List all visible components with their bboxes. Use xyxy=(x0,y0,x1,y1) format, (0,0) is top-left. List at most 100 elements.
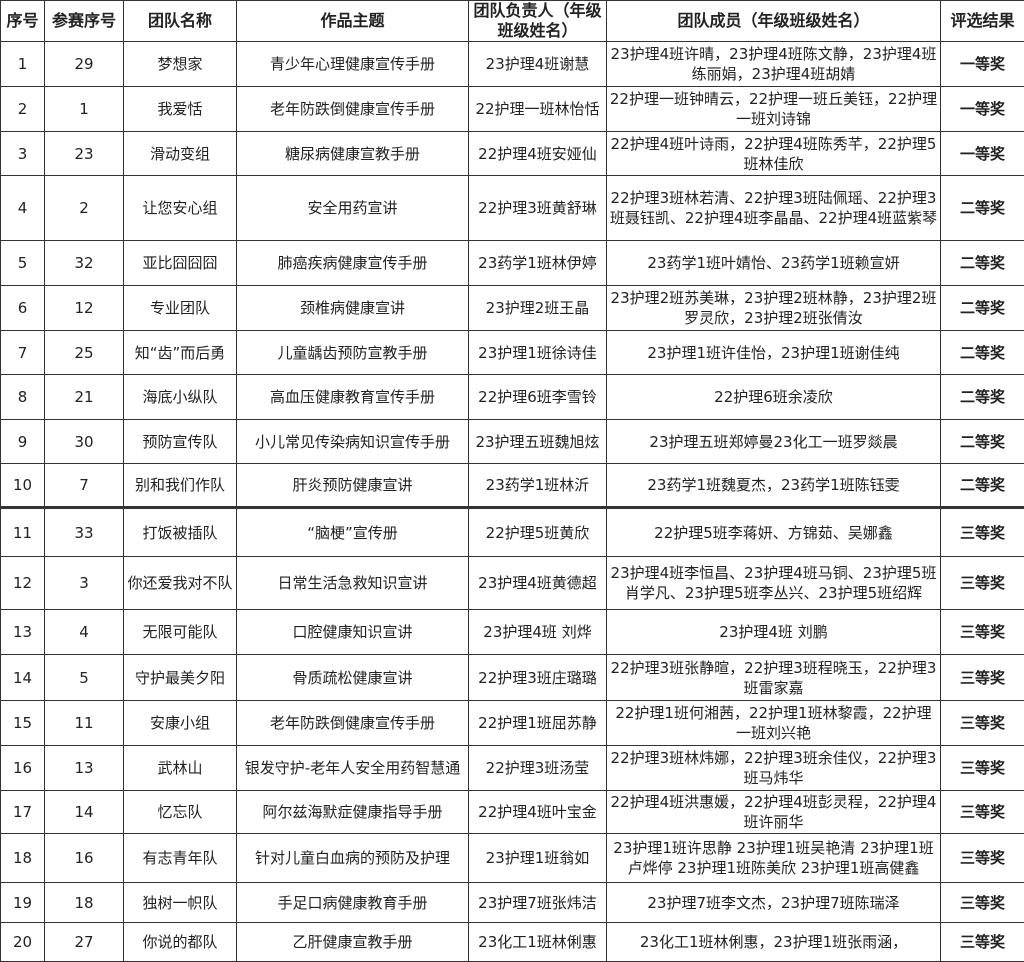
leader-cell: 23药学1班林伊婷 xyxy=(469,241,607,286)
members-cell: 23护理1班许佳怡，23护理1班谢佳纯 xyxy=(607,331,941,375)
topic-cell: 青少年心理健康宣传手册 xyxy=(237,42,469,87)
team-cell: 亚比囧囧囧 xyxy=(124,241,237,286)
team-cell: 梦想家 xyxy=(124,42,237,87)
topic-cell: 口腔健康知识宣讲 xyxy=(237,610,469,655)
topic-cell: “脑梗”宣传册 xyxy=(237,508,469,557)
leader-cell: 22护理4班叶宝金 xyxy=(469,791,607,834)
leader-cell: 23护理4班黄德超 xyxy=(469,557,607,610)
entry-cell: 16 xyxy=(45,834,124,883)
topic-cell: 小儿常见传染病知识宣传手册 xyxy=(237,420,469,464)
no-cell: 6 xyxy=(1,286,45,331)
members-cell: 23护理五班郑婷曼23化工一班罗燚晨 xyxy=(607,420,941,464)
topic-cell: 肝炎预防健康宣讲 xyxy=(237,464,469,508)
no-cell: 5 xyxy=(1,241,45,286)
entry-cell: 23 xyxy=(45,132,124,176)
members-cell: 23药学1班魏夏杰，23药学1班陈钰雯 xyxy=(607,464,941,508)
team-cell: 独树一帜队 xyxy=(124,883,237,923)
members-cell: 22护理6班余凌欣 xyxy=(607,375,941,420)
topic-cell: 糖尿病健康宣教手册 xyxy=(237,132,469,176)
result-cell: 二等奖 xyxy=(941,176,1024,241)
no-cell: 9 xyxy=(1,420,45,464)
leader-cell: 23药学1班林沂 xyxy=(469,464,607,508)
topic-cell: 乙肝健康宣教手册 xyxy=(237,923,469,962)
topic-cell: 安全用药宣讲 xyxy=(237,176,469,241)
no-cell: 18 xyxy=(1,834,45,883)
result-cell: 三等奖 xyxy=(941,701,1024,746)
result-cell: 三等奖 xyxy=(941,923,1024,962)
header-no: 序号 xyxy=(1,1,45,42)
no-cell: 15 xyxy=(1,701,45,746)
team-cell: 让您安心组 xyxy=(124,176,237,241)
leader-cell: 22护理5班黄欣 xyxy=(469,508,607,557)
no-cell: 14 xyxy=(1,655,45,701)
header-row: 序号 参赛序号 团队名称 作品主题 团队负责人（年级班级姓名） 团队成员（年级班… xyxy=(1,1,1024,42)
entry-cell: 21 xyxy=(45,375,124,420)
entry-cell: 25 xyxy=(45,331,124,375)
no-cell: 3 xyxy=(1,132,45,176)
team-cell: 预防宣传队 xyxy=(124,420,237,464)
topic-cell: 老年防跌倒健康宣传手册 xyxy=(237,701,469,746)
leader-cell: 23护理7班张炜洁 xyxy=(469,883,607,923)
no-cell: 11 xyxy=(1,508,45,557)
team-cell: 别和我们作队 xyxy=(124,464,237,508)
no-cell: 2 xyxy=(1,87,45,132)
members-cell: 22护理3班张静暄，22护理3班程晓玉，22护理3班雷家嘉 xyxy=(607,655,941,701)
team-cell: 专业团队 xyxy=(124,286,237,331)
team-cell: 知“齿”而后勇 xyxy=(124,331,237,375)
topic-cell: 手足口病健康教育手册 xyxy=(237,883,469,923)
entry-cell: 3 xyxy=(45,557,124,610)
entry-cell: 4 xyxy=(45,610,124,655)
result-cell: 三等奖 xyxy=(941,557,1024,610)
leader-cell: 23护理五班魏旭炫 xyxy=(469,420,607,464)
leader-cell: 23化工1班林俐惠 xyxy=(469,923,607,962)
result-cell: 三等奖 xyxy=(941,834,1024,883)
entry-cell: 32 xyxy=(45,241,124,286)
result-cell: 二等奖 xyxy=(941,420,1024,464)
result-cell: 一等奖 xyxy=(941,42,1024,87)
result-cell: 二等奖 xyxy=(941,464,1024,508)
entry-cell: 2 xyxy=(45,176,124,241)
leader-cell: 22护理4班安娅仙 xyxy=(469,132,607,176)
leader-cell: 23护理2班王晶 xyxy=(469,286,607,331)
result-cell: 一等奖 xyxy=(941,87,1024,132)
team-cell: 有志青年队 xyxy=(124,834,237,883)
members-cell: 23药学1班叶婧怡、23药学1班赖宣妍 xyxy=(607,241,941,286)
result-cell: 三等奖 xyxy=(941,610,1024,655)
entry-cell: 7 xyxy=(45,464,124,508)
no-cell: 8 xyxy=(1,375,45,420)
result-cell: 二等奖 xyxy=(941,286,1024,331)
topic-cell: 阿尔兹海默症健康指导手册 xyxy=(237,791,469,834)
team-cell: 我爱恬 xyxy=(124,87,237,132)
members-cell: 22护理3班林若清、22护理3班陆佩瑶、22护理3班聂钰凯、22护理4班李晶晶、… xyxy=(607,176,941,241)
topic-cell: 老年防跌倒健康宣传手册 xyxy=(237,87,469,132)
entry-cell: 30 xyxy=(45,420,124,464)
members-cell: 23护理4班 刘鹏 xyxy=(607,610,941,655)
header-members: 团队成员（年级班级姓名） xyxy=(607,1,941,42)
no-cell: 4 xyxy=(1,176,45,241)
topic-cell: 儿童龋齿预防宣教手册 xyxy=(237,331,469,375)
members-cell: 23护理2班苏美琳，23护理2班林静，23护理2班罗灵欣，23护理2班张倩汝 xyxy=(607,286,941,331)
team-cell: 守护最美夕阳 xyxy=(124,655,237,701)
result-cell: 三等奖 xyxy=(941,508,1024,557)
header-entry: 参赛序号 xyxy=(45,1,124,42)
team-cell: 武林山 xyxy=(124,746,237,791)
topic-cell: 颈椎病健康宣讲 xyxy=(237,286,469,331)
members-cell: 23化工1班林俐惠，23护理1班张雨涵， xyxy=(607,923,941,962)
entry-cell: 1 xyxy=(45,87,124,132)
entry-cell: 27 xyxy=(45,923,124,962)
team-cell: 安康小组 xyxy=(124,701,237,746)
members-cell: 23护理4班李恒昌、23护理4班马铜、23护理5班肖学凡、23护理5班李丛兴、2… xyxy=(607,557,941,610)
entry-cell: 5 xyxy=(45,655,124,701)
